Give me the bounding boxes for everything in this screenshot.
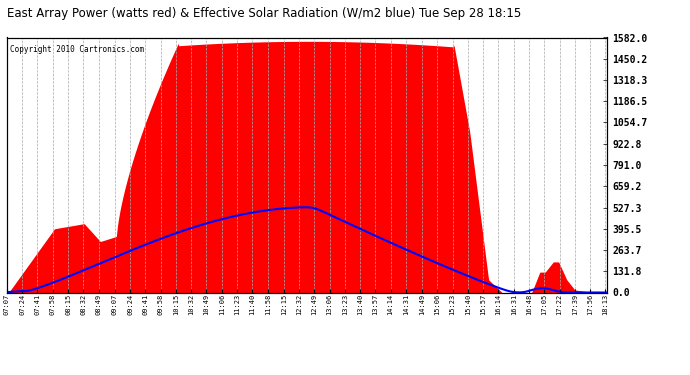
Text: Copyright 2010 Cartronics.com: Copyright 2010 Cartronics.com: [10, 45, 144, 54]
Text: East Array Power (watts red) & Effective Solar Radiation (W/m2 blue) Tue Sep 28 : East Array Power (watts red) & Effective…: [7, 8, 521, 21]
